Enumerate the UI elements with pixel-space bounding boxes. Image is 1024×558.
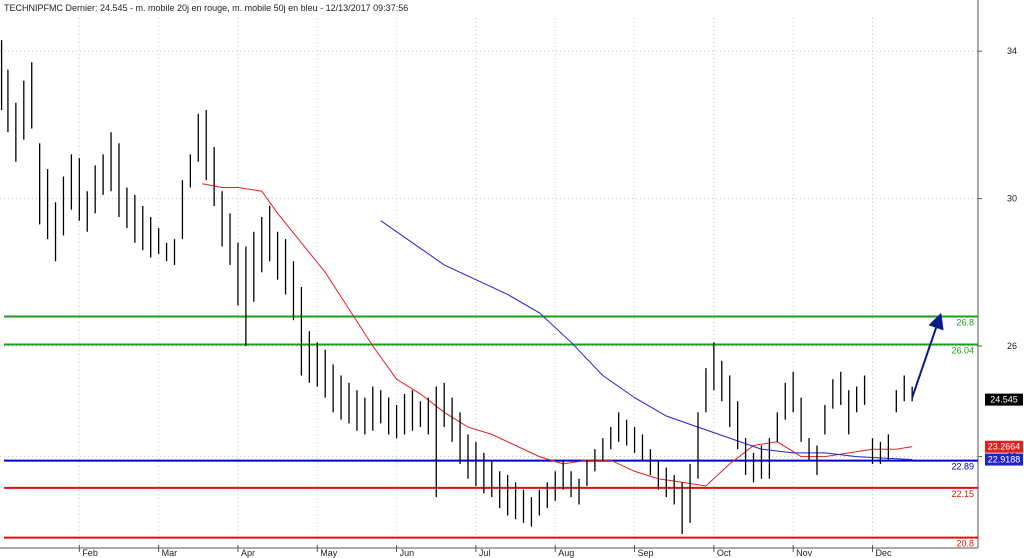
price-bars (0, 40, 913, 534)
badge-label-1: 23.2664 (988, 442, 1021, 452)
moving-averages (202, 183, 913, 487)
badge-bg-1 (985, 440, 1023, 453)
x-tick-label-4: Jun (400, 548, 415, 558)
x-tick-label-8: Oct (717, 548, 732, 558)
y-tick-label-1: 30 (1007, 194, 1017, 204)
level-label-1: 26.04 (951, 346, 974, 356)
y-tick-label-2: 26 (1007, 341, 1017, 351)
level-label-4: 20.8 (956, 539, 974, 549)
badge-bg-2 (985, 453, 1023, 466)
horizontal-levels: 26.8 26.04 22.89 22.15 20.8 (4, 315, 978, 549)
x-tick-label-1: Mar (162, 548, 178, 558)
x-tick-label-6: Aug (558, 548, 574, 558)
y-tick-label-0: 34 (1007, 46, 1017, 56)
x-tick-label-9: Nov (796, 548, 813, 558)
level-label-3: 22.15 (951, 489, 974, 499)
level-label-2: 22.89 (951, 462, 974, 472)
ma20-line (202, 183, 913, 487)
ma50-line (380, 220, 913, 460)
x-axis-ticks: Feb Mar Apr May Jun Jul Aug Sep Oct Nov Dec (78, 545, 893, 558)
x-tick-label-0: Feb (82, 548, 98, 558)
trend-arrow-line (911, 312, 944, 398)
plot-area (0, 18, 978, 545)
x-tick-label-3: May (320, 548, 338, 558)
x-tick-label-7: Sep (638, 548, 654, 558)
trend-arrow (911, 312, 944, 398)
x-tick-label-10: Dec (876, 548, 893, 558)
badge-label-0: 24.545 (990, 395, 1018, 405)
value-badges: 24.545 23.2664 22.9188 (985, 393, 1023, 466)
badge-bg-0 (985, 393, 1023, 406)
level-label-0: 26.8 (956, 318, 974, 328)
badge-label-2: 22.9188 (988, 455, 1021, 465)
x-tick-label-5: Jul (479, 548, 491, 558)
chart-title: TECHNIPFMC Dernier: 24.545 - m. mobile 2… (4, 3, 408, 13)
x-tick-label-2: Apr (241, 548, 255, 558)
